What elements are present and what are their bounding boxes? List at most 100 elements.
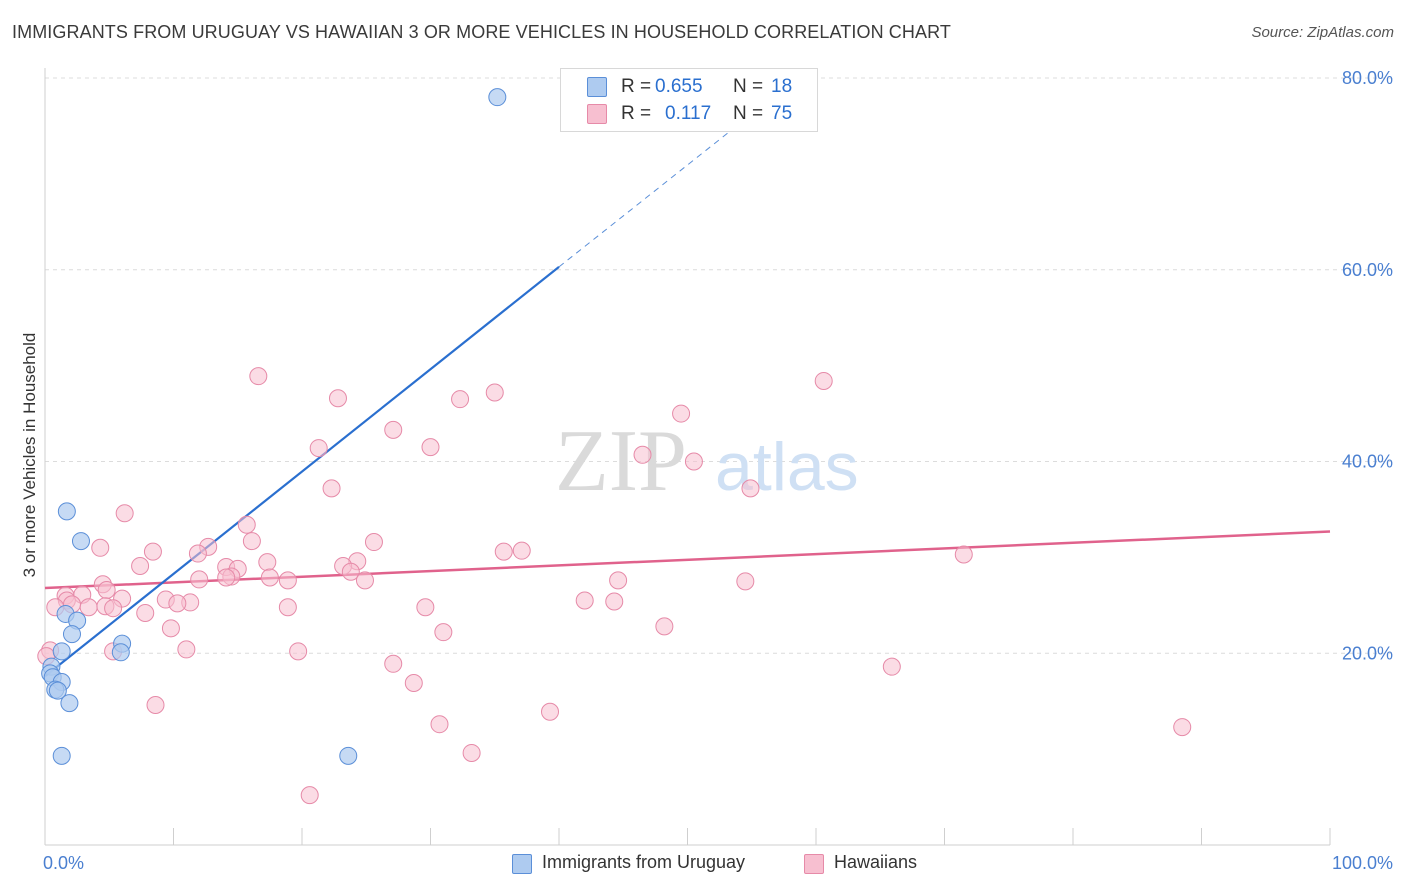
hawaiians-point	[217, 568, 236, 587]
hawaiians-swatch	[804, 854, 824, 874]
hawaiians-swatch	[587, 104, 607, 124]
hawaiians-trend-line	[44, 530, 1331, 590]
legend-n-label: N =	[733, 103, 764, 124]
legend-label-uruguay: Immigrants from Uruguay	[542, 852, 746, 872]
hawaiians-point	[384, 654, 403, 673]
grid-lines	[45, 77, 1392, 654]
hawaiians-point	[1173, 718, 1192, 737]
hawaiians-point	[736, 572, 755, 591]
legend-r-label: R =	[621, 103, 652, 124]
axes	[44, 68, 1331, 846]
hawaiians-point	[260, 568, 279, 587]
legend-r-value: 0.117	[665, 103, 712, 124]
legend-r-label: R =	[621, 76, 652, 97]
hawaiians-point	[404, 673, 423, 692]
hawaiians-points	[37, 367, 1192, 805]
y-tick-label: 40.0%	[1342, 452, 1393, 472]
uruguay-swatch	[512, 854, 532, 874]
hawaiians-point	[954, 545, 973, 564]
hawaiians-point	[341, 562, 360, 581]
hawaiians-point	[177, 640, 196, 659]
y-tick-label: 60.0%	[1342, 260, 1393, 280]
uruguay-point	[339, 746, 358, 765]
hawaiians-point	[190, 570, 209, 589]
hawaiians-point	[249, 367, 268, 386]
hawaiians-point	[814, 371, 833, 390]
uruguay-trend-line	[44, 266, 560, 678]
hawaiians-point	[672, 404, 691, 423]
hawaiians-point	[91, 538, 110, 557]
hawaiians-point	[104, 599, 123, 618]
uruguay-trend-extension	[558, 120, 744, 268]
hawaiians-point	[605, 592, 624, 611]
uruguay-point	[111, 643, 130, 662]
hawaiians-point	[355, 571, 374, 590]
hawaiians-point	[322, 479, 341, 498]
uruguay-points	[41, 88, 507, 765]
uruguay-point	[52, 642, 71, 661]
hawaiians-point	[384, 420, 403, 439]
hawaiians-point	[741, 479, 760, 498]
hawaiians-point	[416, 598, 435, 617]
watermark: ZIP atlas	[555, 413, 859, 510]
legend-r-value: 0.655	[655, 76, 703, 97]
hawaiians-point	[430, 715, 449, 734]
hawaiians-point	[451, 390, 470, 409]
hawaiians-point	[575, 591, 594, 610]
y-axis-label: 3 or more Vehicles in Household	[20, 332, 39, 578]
hawaiians-point	[188, 544, 207, 563]
hawaiians-point	[300, 786, 319, 805]
hawaiians-point	[485, 383, 504, 402]
hawaiians-point	[364, 533, 383, 552]
uruguay-point	[62, 625, 81, 644]
x-tick-label: 100.0%	[1332, 853, 1393, 873]
hawaiians-point	[146, 696, 165, 715]
hawaiians-point	[541, 702, 560, 721]
hawaiians-point	[143, 542, 162, 561]
hawaiians-point	[97, 580, 116, 599]
trend-lines	[44, 120, 1331, 678]
uruguay-point	[488, 88, 507, 107]
tick-labels: 20.0% 40.0% 60.0% 80.0% 0.0% 100.0%	[43, 68, 1393, 873]
uruguay-point	[48, 681, 67, 700]
hawaiians-point	[115, 504, 134, 523]
hawaiians-point	[684, 452, 703, 471]
hawaiians-point	[131, 557, 150, 576]
hawaiians-point	[633, 445, 652, 464]
hawaiians-point	[136, 603, 155, 622]
hawaiians-point	[289, 642, 308, 661]
y-tick-label: 20.0%	[1342, 643, 1393, 663]
hawaiians-point	[512, 541, 531, 560]
legend-n-value: 18	[771, 76, 793, 97]
hawaiians-point	[161, 619, 180, 638]
hawaiians-point	[309, 439, 328, 458]
uruguay-point	[60, 694, 79, 713]
hawaiians-point	[328, 389, 347, 408]
hawaiians-point	[278, 598, 297, 617]
correlation-legend: R = 0.655 N = 18 R = 0.117 N = 75	[560, 68, 818, 132]
watermark-zip: ZIP	[555, 413, 687, 510]
legend-n-label: N =	[733, 76, 764, 97]
uruguay-swatch	[587, 77, 607, 97]
watermark-atlas: atlas	[715, 429, 859, 505]
hawaiians-point	[237, 515, 256, 534]
x-tick-label: 0.0%	[43, 853, 84, 873]
hawaiians-point	[462, 743, 481, 762]
hawaiians-point	[168, 594, 187, 613]
legend-n-value: 75	[771, 103, 793, 124]
uruguay-point	[57, 502, 76, 521]
legend-label-hawaiians: Hawaiians	[834, 852, 918, 872]
hawaiians-point	[434, 623, 453, 642]
uruguay-point	[52, 746, 71, 765]
hawaiians-point	[655, 617, 674, 636]
uruguay-point	[71, 532, 90, 551]
hawaiians-point	[79, 598, 98, 617]
hawaiians-point	[258, 553, 277, 572]
y-tick-label: 80.0%	[1342, 68, 1393, 88]
hawaiians-point	[242, 532, 261, 551]
chart-title: IMMIGRANTS FROM URUGUAY VS HAWAIIAN 3 OR…	[12, 22, 951, 42]
source-label: Source: ZipAtlas.com	[1251, 24, 1394, 41]
hawaiians-point	[278, 571, 297, 590]
hawaiians-point	[882, 657, 901, 676]
